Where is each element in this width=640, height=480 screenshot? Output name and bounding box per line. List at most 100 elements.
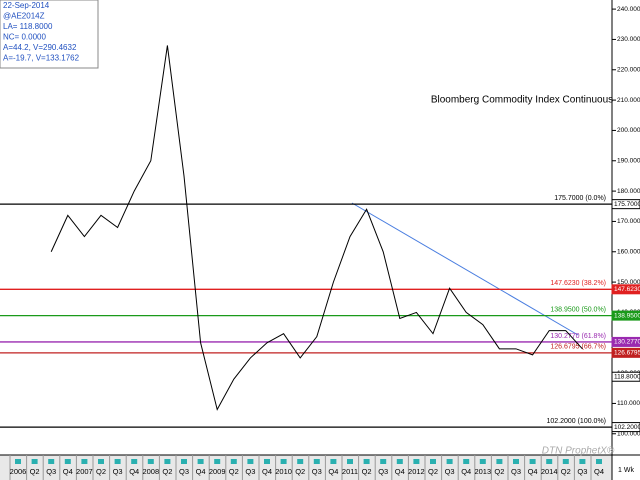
x-marker (479, 459, 486, 464)
x-marker (230, 459, 237, 464)
y-tick-label: 100.0000 (617, 430, 640, 437)
x-marker (546, 459, 553, 464)
y-tick-label: 240.0000 (617, 6, 640, 13)
x-marker (197, 459, 204, 464)
x-tick-label: Q4 (262, 467, 272, 476)
x-marker (280, 459, 287, 464)
axis-highlight (611, 199, 640, 210)
x-marker (31, 459, 38, 464)
axis-highlight-label: 130.2770 (614, 339, 640, 346)
x-marker (81, 459, 88, 464)
info-line: LA= 118.8000 (3, 22, 53, 31)
x-tick-label: Q2 (229, 467, 239, 476)
axis-highlight-label: 138.9500 (614, 312, 640, 319)
x-tick-label: Q3 (577, 467, 587, 476)
x-marker (264, 459, 270, 464)
info-line: NC= 0.0000 (3, 33, 46, 42)
x-marker (463, 459, 470, 464)
x-marker (596, 459, 602, 464)
x-marker (15, 459, 21, 464)
x-tick-label: Q4 (328, 467, 338, 476)
x-marker (529, 459, 536, 464)
info-line: A=44.2, V=290.4632 (3, 43, 77, 52)
x-tick-label: Q3 (312, 467, 322, 476)
chart-title: Bloomberg Commodity Index Continuous (431, 95, 613, 106)
x-tick-label: Q3 (445, 467, 455, 476)
info-line: 22-Sep-2014 (3, 1, 50, 10)
x-marker (380, 459, 387, 464)
x-tick-label: Q3 (113, 467, 123, 476)
x-marker (48, 459, 55, 464)
level-label: 102.2000 (100.0%) (546, 418, 606, 425)
x-tick-label: Q2 (561, 467, 571, 476)
x-tick-label: Q4 (129, 467, 139, 476)
x-tick-label: Q3 (511, 467, 521, 476)
y-tick-label: 230.0000 (617, 36, 640, 43)
x-tick-label: 2010 (275, 467, 292, 476)
x-tick-label: 2009 (209, 467, 226, 476)
x-tick-label: Q3 (245, 467, 255, 476)
y-tick-label: 200.0000 (617, 127, 640, 134)
x-tick-label: Q4 (528, 467, 538, 476)
level-label: 175.7000 (0.0%) (554, 195, 606, 202)
y-tick-label: 210.0000 (617, 97, 640, 104)
y-tick-label: 220.0000 (617, 66, 640, 73)
x-marker (413, 459, 420, 464)
y-tick-label: 150.0000 (617, 279, 640, 286)
x-tick-label: Q2 (96, 467, 106, 476)
info-line: A=-19.7, V=133.1762 (3, 54, 80, 63)
x-tick-label: 2012 (408, 467, 425, 476)
x-marker (446, 459, 453, 464)
x-tick-label: Q4 (594, 467, 604, 476)
x-tick-label: Q4 (63, 467, 73, 476)
trend-line (351, 202, 579, 336)
x-tick-label: 2006 (10, 467, 27, 476)
x-tick-label: 2011 (342, 467, 358, 476)
level-label: 147.6230 (38.2%) (550, 280, 606, 287)
x-tick-label: Q2 (30, 467, 40, 476)
level-label: 138.9500 (50.0%) (550, 306, 606, 313)
axis-highlight-label: 126.6795 (614, 350, 640, 357)
x-tick-label: Q2 (428, 467, 438, 476)
x-marker (562, 459, 569, 464)
y-tick-label: 160.0000 (617, 248, 640, 255)
axis-highlight-label: 102.2000 (614, 424, 640, 431)
x-tick-label: Q4 (196, 467, 206, 476)
x-marker (313, 459, 320, 464)
axis-highlight (611, 310, 640, 321)
axis-highlight (611, 347, 640, 358)
x-tick-label: Q3 (46, 467, 56, 476)
x-marker (181, 459, 187, 464)
last-value-box (611, 371, 640, 382)
x-marker (396, 459, 403, 464)
level-label: 130.2770 (61.8%) (550, 333, 606, 340)
x-marker (347, 459, 353, 464)
x-tick-label: Q4 (461, 467, 471, 476)
x-marker (98, 459, 104, 464)
axis-highlight-label: 175.7000 (614, 201, 640, 208)
price-line (50, 45, 583, 411)
x-marker (164, 459, 171, 464)
y-tick-label: 110.0000 (617, 400, 640, 407)
x-tick-label: Q2 (362, 467, 372, 476)
x-tick-label: 2008 (142, 467, 159, 476)
x-tick-label: 2014 (541, 467, 558, 476)
x-tick-label: Q4 (395, 467, 405, 476)
y-tick-label: 180.0000 (617, 188, 640, 195)
x-marker (496, 459, 503, 464)
x-tick-label: Q3 (378, 467, 388, 476)
axis-highlight-label: 147.6230 (614, 286, 640, 293)
x-marker (513, 459, 519, 464)
x-tick-label: Q2 (295, 467, 305, 476)
x-tick-label: 2007 (76, 467, 93, 476)
interval-label: 1 Wk (618, 467, 634, 474)
x-tick-label: 2013 (474, 467, 491, 476)
x-marker (214, 459, 221, 464)
x-marker (64, 459, 71, 464)
x-marker (297, 459, 304, 464)
axis-highlight (611, 422, 640, 433)
x-tick-label: Q2 (162, 467, 172, 476)
x-marker (131, 459, 138, 464)
